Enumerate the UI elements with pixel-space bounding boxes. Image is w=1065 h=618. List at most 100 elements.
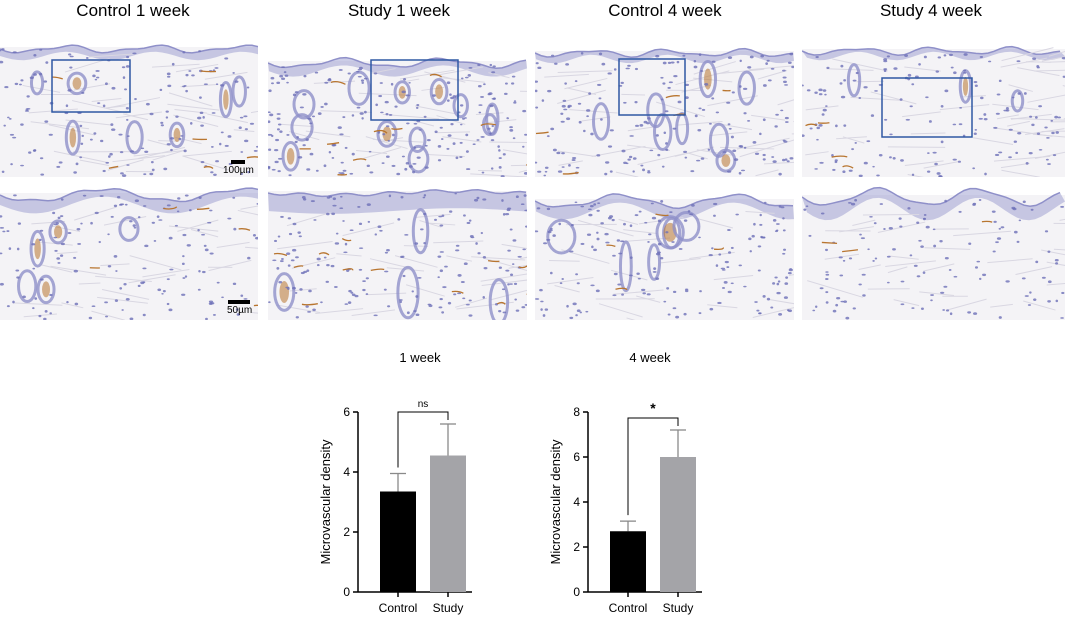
cell-nucleus bbox=[647, 117, 651, 120]
cell-nucleus bbox=[446, 147, 450, 150]
cell-nucleus bbox=[611, 218, 615, 222]
cell-nucleus bbox=[587, 208, 592, 211]
cell-nucleus bbox=[200, 124, 204, 127]
cell-nucleus bbox=[442, 286, 447, 289]
cell-nucleus bbox=[360, 79, 365, 82]
cell-nucleus bbox=[504, 82, 508, 85]
cell-nucleus bbox=[426, 139, 431, 142]
cell-nucleus bbox=[501, 288, 506, 291]
cell-nucleus bbox=[492, 65, 496, 68]
cell-nucleus bbox=[563, 108, 568, 111]
cell-nucleus bbox=[271, 168, 276, 171]
cell-nucleus bbox=[590, 284, 595, 287]
cell-nucleus bbox=[638, 210, 642, 213]
cell-nucleus bbox=[596, 237, 600, 241]
cell-nucleus bbox=[177, 197, 181, 200]
cell-nucleus bbox=[457, 274, 462, 277]
cell-nucleus bbox=[743, 112, 747, 115]
cell-nucleus bbox=[802, 84, 804, 87]
collagen-fiber bbox=[342, 222, 395, 237]
cell-nucleus bbox=[387, 305, 391, 308]
cell-nucleus bbox=[616, 239, 621, 242]
background-above-skin bbox=[0, 33, 258, 47]
collagen-fiber bbox=[904, 66, 941, 72]
cell-nucleus bbox=[452, 142, 456, 145]
cell-nucleus bbox=[858, 174, 863, 177]
cell-nucleus bbox=[537, 66, 542, 70]
cell-nucleus bbox=[394, 105, 398, 108]
cell-nucleus bbox=[39, 157, 44, 160]
cell-nucleus bbox=[676, 60, 680, 64]
cell-nucleus bbox=[121, 174, 127, 177]
cell-nucleus bbox=[220, 131, 224, 134]
epidermis-layer bbox=[802, 46, 1065, 61]
cell-nucleus bbox=[397, 218, 401, 221]
cell-nucleus bbox=[80, 142, 84, 145]
cell-nucleus bbox=[1046, 137, 1050, 139]
cell-nucleus bbox=[309, 152, 314, 156]
background-above-skin bbox=[268, 33, 527, 61]
gland-outline bbox=[647, 243, 662, 281]
significance-bracket bbox=[627, 417, 679, 516]
cell-nucleus bbox=[49, 293, 53, 297]
collagen-fiber bbox=[439, 76, 485, 83]
y-tick-label: 8 bbox=[573, 405, 580, 419]
cell-nucleus bbox=[507, 207, 512, 210]
cell-nucleus bbox=[338, 69, 343, 71]
tissue-image bbox=[802, 183, 1065, 320]
collagen-fiber bbox=[79, 159, 109, 166]
cell-nucleus bbox=[97, 102, 101, 104]
cell-nucleus bbox=[339, 133, 344, 136]
cell-nucleus bbox=[950, 66, 954, 69]
cell-nucleus bbox=[675, 315, 680, 319]
cell-nucleus bbox=[1, 48, 5, 51]
cell-nucleus bbox=[202, 116, 205, 119]
cell-nucleus bbox=[771, 156, 775, 158]
gland-outline bbox=[48, 219, 68, 245]
cell-nucleus bbox=[295, 256, 299, 259]
cell-nucleus bbox=[787, 61, 792, 64]
cell-nucleus bbox=[82, 194, 87, 197]
cell-nucleus bbox=[825, 105, 828, 108]
cell-nucleus bbox=[385, 125, 390, 128]
cell-nucleus bbox=[791, 65, 794, 69]
gland-outline bbox=[408, 126, 427, 153]
cell-nucleus bbox=[596, 231, 599, 234]
cell-nucleus bbox=[56, 257, 61, 260]
cell-nucleus bbox=[512, 239, 517, 242]
cell-nucleus bbox=[361, 117, 364, 120]
collagen-fiber bbox=[336, 253, 362, 257]
cell-nucleus bbox=[288, 232, 293, 236]
cell-nucleus bbox=[235, 308, 239, 311]
cell-nucleus bbox=[351, 152, 355, 156]
cell-nucleus bbox=[524, 304, 527, 306]
cell-nucleus bbox=[718, 253, 722, 256]
collagen-fiber bbox=[426, 222, 456, 226]
cell-nucleus bbox=[302, 144, 306, 147]
cell-nucleus bbox=[831, 154, 834, 157]
cell-nucleus bbox=[380, 111, 384, 114]
cell-nucleus bbox=[620, 81, 624, 85]
cell-nucleus bbox=[525, 225, 527, 228]
cell-nucleus bbox=[684, 288, 689, 291]
cell-nucleus bbox=[1044, 126, 1048, 129]
cell-nucleus bbox=[892, 156, 896, 160]
cell-nucleus bbox=[613, 68, 617, 71]
cell-nucleus bbox=[698, 236, 701, 239]
cell-nucleus bbox=[298, 235, 302, 238]
cell-nucleus bbox=[932, 228, 936, 231]
cell-nucleus bbox=[711, 97, 715, 100]
cell-nucleus bbox=[383, 288, 387, 291]
cell-nucleus bbox=[513, 101, 517, 104]
cell-nucleus bbox=[25, 108, 29, 111]
collagen-fiber bbox=[885, 260, 936, 267]
epidermis-layer bbox=[535, 48, 794, 64]
cell-nucleus bbox=[500, 175, 505, 177]
cell-nucleus bbox=[216, 281, 220, 284]
histology-panel-control-4-week-high bbox=[535, 183, 794, 320]
cell-nucleus bbox=[860, 237, 866, 240]
cell-nucleus bbox=[863, 161, 868, 165]
cell-nucleus bbox=[440, 138, 444, 141]
cell-nucleus bbox=[332, 204, 337, 207]
collagen-fiber bbox=[992, 103, 1039, 111]
